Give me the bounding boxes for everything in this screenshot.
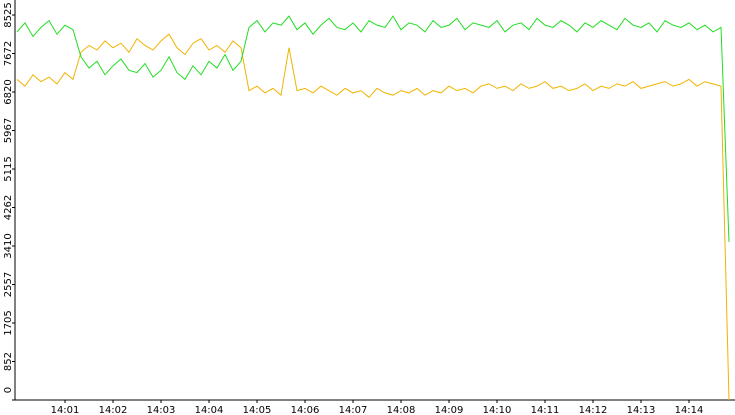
x-tick-label: 14:08 <box>387 405 416 415</box>
series-line <box>16 15 730 242</box>
y-tick-label: 1705 <box>3 310 14 335</box>
x-tick-label: 14:13 <box>627 405 656 415</box>
x-tick-label: 14:04 <box>195 405 224 415</box>
y-tick-label: 6820 <box>3 79 14 104</box>
y-tick-label: 5115 <box>3 156 14 181</box>
x-tick-label: 14:05 <box>243 405 272 415</box>
y-tick-label: 2557 <box>3 272 14 297</box>
x-tick-label: 14:09 <box>435 405 464 415</box>
x-tick-label: 14:06 <box>291 405 320 415</box>
y-tick-label: 5967 <box>3 118 14 143</box>
y-tick-label: 3410 <box>3 233 14 258</box>
x-tick-label: 14:14 <box>675 405 704 415</box>
x-tick-label: 14:07 <box>339 405 368 415</box>
y-tick-label: 7672 <box>3 41 14 66</box>
x-tick-label: 14:12 <box>579 405 608 415</box>
x-tick-label: 14:10 <box>483 405 512 415</box>
y-tick-label: 8525 <box>3 2 14 27</box>
y-tick-label: 4262 <box>3 195 14 220</box>
x-tick-label: 14:11 <box>531 405 560 415</box>
series-line <box>16 33 730 401</box>
x-tick-label: 14:03 <box>147 405 176 415</box>
y-tick-label: 852 <box>3 352 14 371</box>
x-tick-label: 14:01 <box>51 405 80 415</box>
x-tick-label: 14:02 <box>99 405 128 415</box>
y-tick-label: 0 <box>3 387 14 393</box>
